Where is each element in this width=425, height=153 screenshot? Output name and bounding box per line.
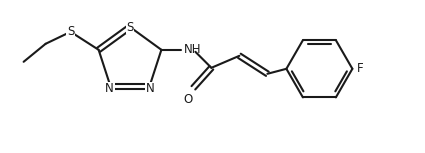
Text: F: F xyxy=(357,62,363,75)
Text: NH: NH xyxy=(183,43,201,56)
Text: S: S xyxy=(67,25,74,38)
Text: S: S xyxy=(126,21,134,34)
Text: O: O xyxy=(184,93,193,106)
Text: N: N xyxy=(146,82,155,95)
Text: N: N xyxy=(105,82,114,95)
